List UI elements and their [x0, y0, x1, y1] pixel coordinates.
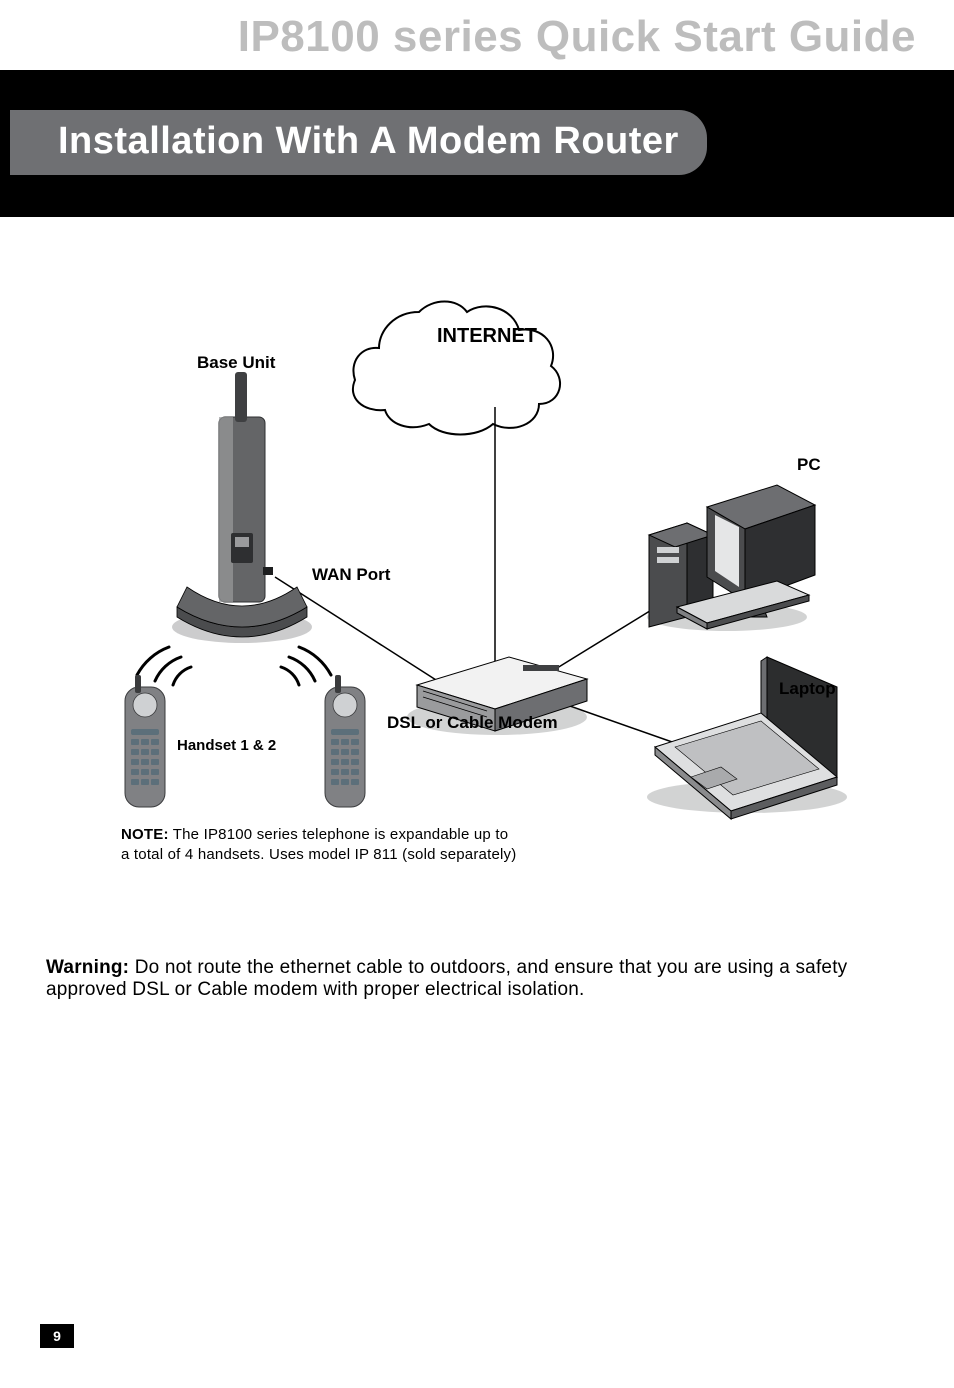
- internet-cloud-icon: [353, 302, 560, 435]
- note-block: NOTE: The IP8100 series telephone is exp…: [121, 825, 516, 866]
- modem-label: DSL or Cable Modem: [387, 713, 558, 733]
- handsets-label: Handset 1 & 2: [177, 737, 276, 754]
- handsets-label-text: Handset 1 & 2: [177, 737, 276, 754]
- laptop-label-text: Laptop: [779, 679, 836, 698]
- note-line-1-text: The IP8100 series telephone is expandabl…: [169, 826, 509, 843]
- edge-modem-laptop: [567, 705, 675, 743]
- internet-label-text: INTERNET: [437, 325, 537, 347]
- warning-paragraph: Warning: Do not route the ethernet cable…: [46, 957, 908, 1001]
- internet-label: INTERNET: [437, 325, 537, 348]
- base-unit-icon: [172, 372, 312, 643]
- laptop-label: Laptop: [779, 679, 836, 699]
- modem-label-text: DSL or Cable Modem: [387, 713, 558, 732]
- pc-icon: [647, 485, 815, 631]
- note-line-2-text: a total of 4 handsets. Uses model IP 811…: [121, 846, 516, 863]
- network-diagram: INTERNET Base Unit WAN Port DSL or Cable…: [67, 277, 887, 917]
- warning-body: Do not route the ethernet cable to outdo…: [46, 957, 847, 1000]
- handset-2-icon: [325, 675, 365, 807]
- section-title: Installation With A Modem Router: [58, 120, 679, 162]
- diagram-svg: [67, 277, 887, 917]
- top-title-row: IP8100 series Quick Start Guide: [0, 0, 954, 70]
- handset-1-icon: [125, 675, 165, 807]
- page-root: IP8100 series Quick Start Guide Installa…: [0, 0, 954, 1388]
- pc-label: PC: [797, 455, 821, 475]
- base-unit-label: Base Unit: [197, 353, 275, 373]
- wireless-arcs-left-icon: [137, 647, 191, 685]
- note-lead: NOTE:: [121, 826, 169, 843]
- wireless-arcs-right-icon: [281, 647, 331, 685]
- base-unit-label-text: Base Unit: [197, 353, 275, 372]
- wan-port-label-text: WAN Port: [312, 565, 390, 584]
- pc-label-text: PC: [797, 455, 821, 474]
- section-title-bar: Installation With A Modem Router: [0, 110, 707, 175]
- header-band: IP8100 series Quick Start Guide Installa…: [0, 0, 954, 217]
- note-line-2: a total of 4 handsets. Uses model IP 811…: [121, 845, 516, 865]
- page-number: 9: [40, 1324, 74, 1348]
- note-line-1: NOTE: The IP8100 series telephone is exp…: [121, 825, 516, 845]
- warning-lead: Warning:: [46, 957, 129, 978]
- document-title: IP8100 series Quick Start Guide: [238, 12, 916, 61]
- wan-port-label: WAN Port: [312, 565, 390, 585]
- page-number-text: 9: [53, 1328, 61, 1344]
